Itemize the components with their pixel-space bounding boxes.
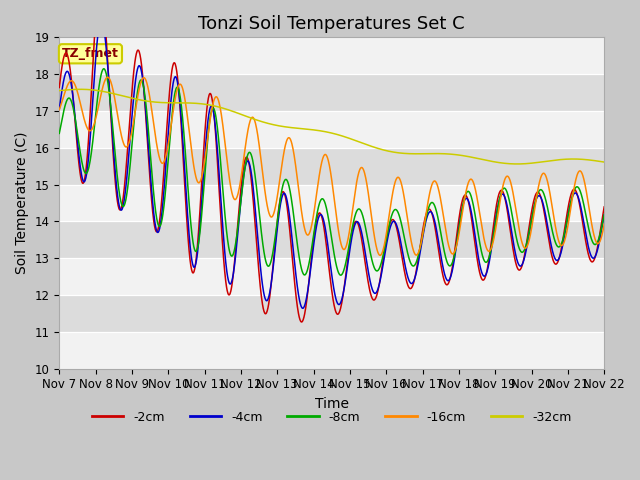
Bar: [60, 74, 604, 111]
X-axis label: Time: Time: [315, 397, 349, 411]
Bar: [60, 184, 604, 221]
Bar: [60, 111, 604, 148]
Bar: [60, 258, 604, 295]
Title: Tonzi Soil Temperatures Set C: Tonzi Soil Temperatures Set C: [198, 15, 465, 33]
Bar: [60, 221, 604, 258]
Bar: [60, 332, 604, 369]
Legend: -2cm, -4cm, -8cm, -16cm, -32cm: -2cm, -4cm, -8cm, -16cm, -32cm: [87, 406, 577, 429]
Bar: [60, 148, 604, 184]
Bar: [60, 295, 604, 332]
Text: TZ_fmet: TZ_fmet: [62, 47, 119, 60]
Y-axis label: Soil Temperature (C): Soil Temperature (C): [15, 132, 29, 274]
Bar: [60, 37, 604, 74]
